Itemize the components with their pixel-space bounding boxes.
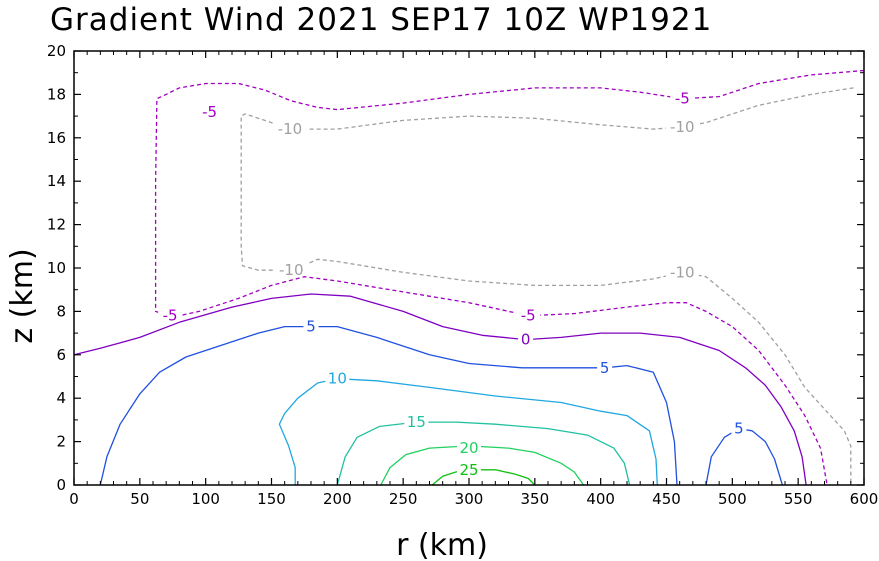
x-tick-label: 150 (257, 490, 286, 508)
x-tick-label: 200 (323, 490, 352, 508)
chart-title: Gradient Wind 2021 SEP17 10Z WP1921 (50, 2, 712, 38)
contour-line--10 (240, 87, 854, 485)
contour-line--5 (154, 69, 865, 486)
contour-line-10 (278, 378, 658, 486)
contour-label--5: -5 (675, 90, 690, 108)
x-tick-label: 350 (521, 490, 550, 508)
contour-label-20: 20 (459, 439, 478, 457)
y-tick-label: 10 (47, 259, 66, 277)
contour-label--10: -10 (278, 120, 303, 138)
contour-label--10: -10 (670, 263, 695, 281)
y-tick-label: 20 (47, 42, 66, 60)
contour-label-bg (597, 359, 613, 376)
x-tick-label: 50 (130, 490, 149, 508)
x-tick-label: 400 (586, 490, 615, 508)
contour-label-bg (274, 262, 308, 279)
y-tick-label: 16 (47, 129, 66, 147)
y-tick-label: 0 (56, 476, 66, 494)
y-tick-label: 12 (47, 216, 66, 234)
y-tick-label: 18 (47, 85, 66, 103)
contour-label-bg (518, 331, 534, 348)
contour-label--10: -10 (279, 261, 304, 279)
contour-label-bg (325, 370, 350, 387)
contour-label--5: -5 (521, 307, 536, 325)
x-axis-label: r (km) (396, 528, 488, 561)
contour-label--5: -5 (202, 103, 217, 121)
contour-label-bg (665, 264, 699, 281)
y-tick-label: 4 (56, 389, 66, 407)
contour-line-5 (99, 325, 678, 486)
x-tick-label: 250 (389, 490, 418, 508)
contour-label-bg (273, 121, 307, 138)
y-tick-label: 8 (56, 302, 66, 320)
contour-label-bg (457, 461, 481, 478)
contour-label-15: 15 (407, 413, 426, 431)
y-axis-ticks: 0 2 4 6 8 10 12 14 16 18 20 (47, 42, 864, 494)
x-tick-label: 0 (69, 490, 79, 508)
y-axis-label: z (km) (5, 248, 40, 343)
contour-label-bg (731, 420, 747, 437)
contour-line-20 (380, 445, 585, 486)
contour-label-bg (303, 318, 319, 335)
contour-layer: -10 -10 -10 -10 -5 -5 -5 -5 0 5 5 5 10 15 20 25 (73, 69, 865, 486)
contour-label-25: 25 (459, 461, 478, 479)
y-tick-label: 6 (56, 346, 66, 364)
contour-label-bg (404, 414, 429, 431)
contour-line-5-b (705, 427, 784, 486)
x-tick-label: 300 (455, 490, 484, 508)
contour-line-0 (73, 293, 807, 486)
x-tick-label: 550 (784, 490, 813, 508)
contour-line-25 (431, 469, 536, 486)
contour-label-bg (457, 440, 481, 457)
contour-line-15 (336, 421, 631, 486)
x-tick-label: 500 (718, 490, 747, 508)
contour-label-10: 10 (328, 370, 347, 388)
x-tick-label: 600 (850, 490, 879, 508)
contour-label--10: -10 (670, 118, 695, 136)
contour-label-bg (670, 90, 695, 107)
y-tick-label: 14 (47, 172, 66, 190)
contour-label-5: 5 (306, 318, 316, 336)
contour-label-bg (665, 118, 699, 135)
contour-label-5: 5 (600, 359, 610, 377)
contour-label-0: 0 (521, 331, 531, 349)
plot-frame (73, 50, 865, 486)
contour-label-bg (158, 307, 183, 324)
y-tick-label: 2 (56, 433, 66, 451)
contour-label--5: -5 (163, 307, 178, 325)
x-tick-label: 450 (652, 490, 681, 508)
contour-label-bg (516, 307, 541, 324)
x-tick-label: 100 (191, 490, 220, 508)
contour-label-5: 5 (734, 420, 744, 438)
contour-label-bg (197, 103, 222, 120)
